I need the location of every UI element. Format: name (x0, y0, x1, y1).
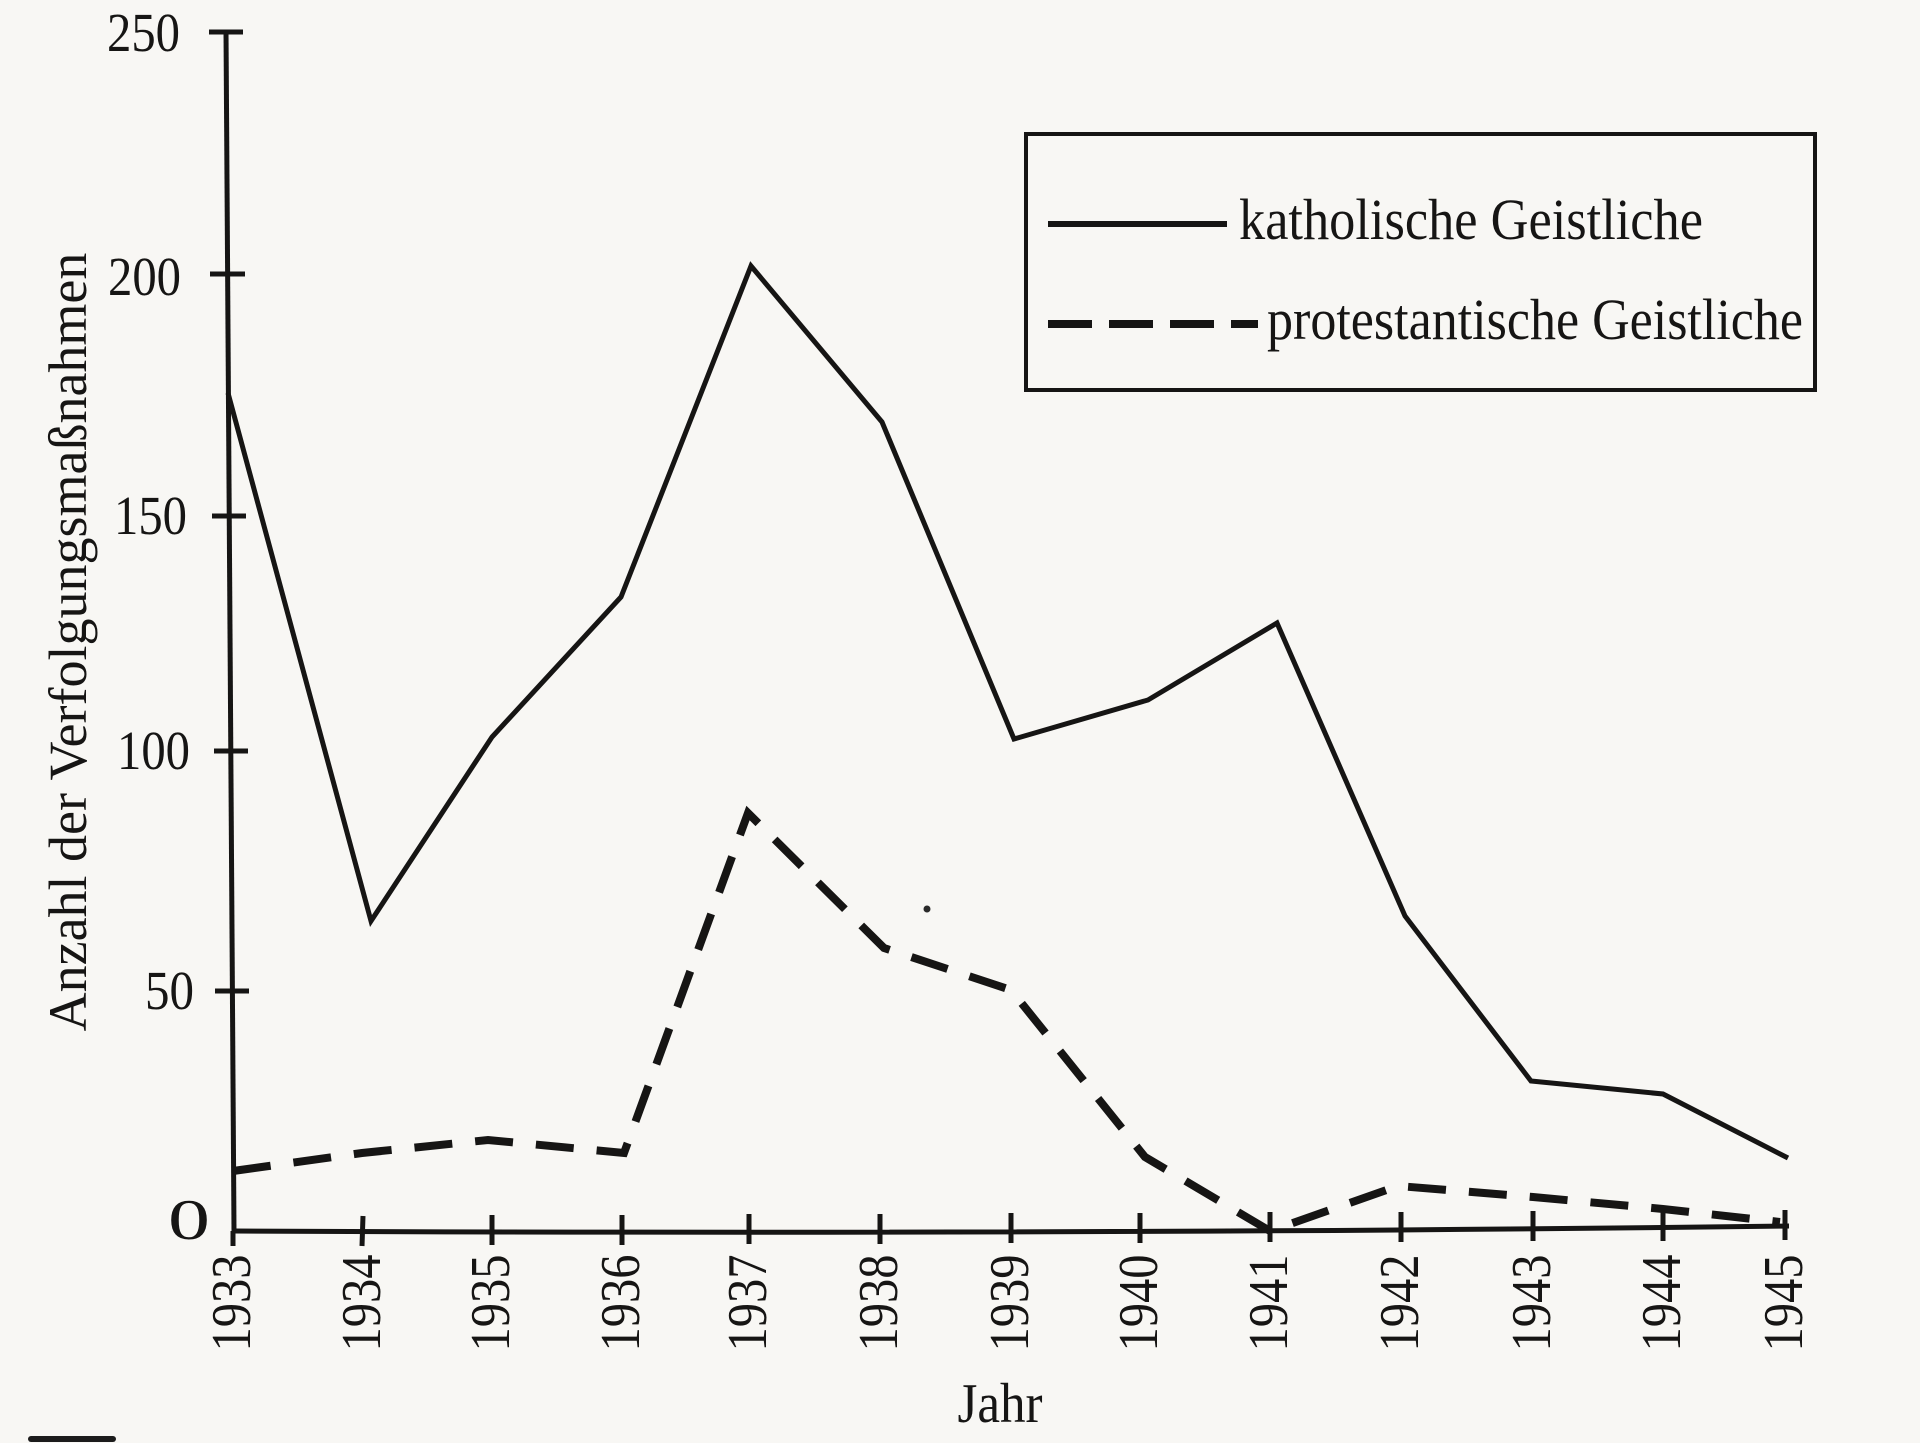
svg-text:Jahr: Jahr (958, 1373, 1043, 1435)
svg-text:1939: 1939 (979, 1255, 1041, 1352)
svg-text:1941: 1941 (1238, 1255, 1300, 1352)
svg-text:Anzahl der Verfolgungsmaßnahme: Anzahl der Verfolgungsmaßnahmen (38, 253, 98, 1032)
svg-text:1943: 1943 (1501, 1255, 1563, 1352)
svg-text:150: 150 (114, 485, 187, 546)
svg-text:1942: 1942 (1369, 1255, 1431, 1352)
svg-text:1945: 1945 (1753, 1255, 1815, 1352)
svg-text:250: 250 (107, 2, 180, 63)
svg-text:200: 200 (108, 246, 181, 307)
svg-text:1937: 1937 (717, 1255, 779, 1352)
svg-text:0: 0 (168, 1189, 210, 1252)
svg-text:100: 100 (117, 720, 190, 781)
svg-text:1934: 1934 (331, 1255, 393, 1352)
svg-text:1933: 1933 (201, 1255, 263, 1352)
svg-text:1935: 1935 (460, 1255, 522, 1352)
svg-text:1944: 1944 (1631, 1255, 1693, 1352)
svg-text:50: 50 (145, 960, 194, 1021)
svg-text:1938: 1938 (848, 1255, 910, 1352)
svg-text:protestantische Geistliche: protestantische Geistliche (1267, 287, 1803, 352)
svg-text:1940: 1940 (1108, 1255, 1170, 1352)
svg-text:katholische Geistliche: katholische Geistliche (1239, 187, 1703, 252)
svg-text:1936: 1936 (590, 1255, 652, 1352)
